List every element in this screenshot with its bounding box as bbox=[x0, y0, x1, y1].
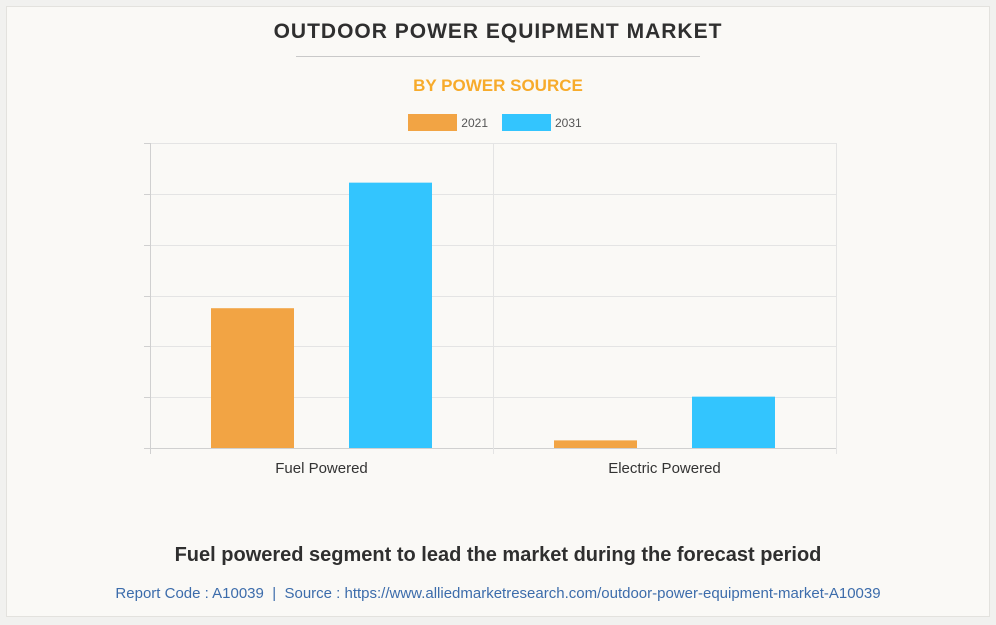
report-source-line: Report Code : A10039 | Source : https://… bbox=[0, 585, 996, 602]
legend-label-2031: 2031 bbox=[555, 115, 582, 130]
source-link[interactable]: Source : https://www.alliedmarketresearc… bbox=[284, 585, 881, 602]
chart-card bbox=[6, 6, 990, 617]
legend-swatch-2031 bbox=[502, 114, 551, 131]
bar-2021-electric-powered bbox=[554, 440, 637, 448]
chart-title: OUTDOOR POWER EQUIPMENT MARKET bbox=[273, 20, 723, 43]
source-separator: | bbox=[272, 585, 277, 602]
x-tick-label: Fuel Powered bbox=[275, 460, 368, 477]
report-code: Report Code : A10039 bbox=[115, 585, 264, 602]
chart-headline: Fuel powered segment to lead the market … bbox=[174, 544, 822, 566]
legend-item-2031[interactable]: 2031 bbox=[502, 114, 588, 131]
x-tick-label: Electric Powered bbox=[608, 460, 721, 477]
bar-2021-fuel-powered bbox=[211, 308, 294, 448]
legend-swatch-2021 bbox=[408, 114, 458, 131]
title-divider bbox=[296, 56, 700, 57]
legend-label-2021: 2021 bbox=[461, 115, 488, 130]
bar-2031-fuel-powered bbox=[349, 182, 432, 448]
bar-2031-electric-powered bbox=[692, 396, 775, 448]
legend: 2021 2031 bbox=[0, 114, 996, 131]
chart-subtitle: BY POWER SOURCE bbox=[413, 76, 583, 95]
legend-item-2021[interactable]: 2021 bbox=[408, 114, 494, 131]
